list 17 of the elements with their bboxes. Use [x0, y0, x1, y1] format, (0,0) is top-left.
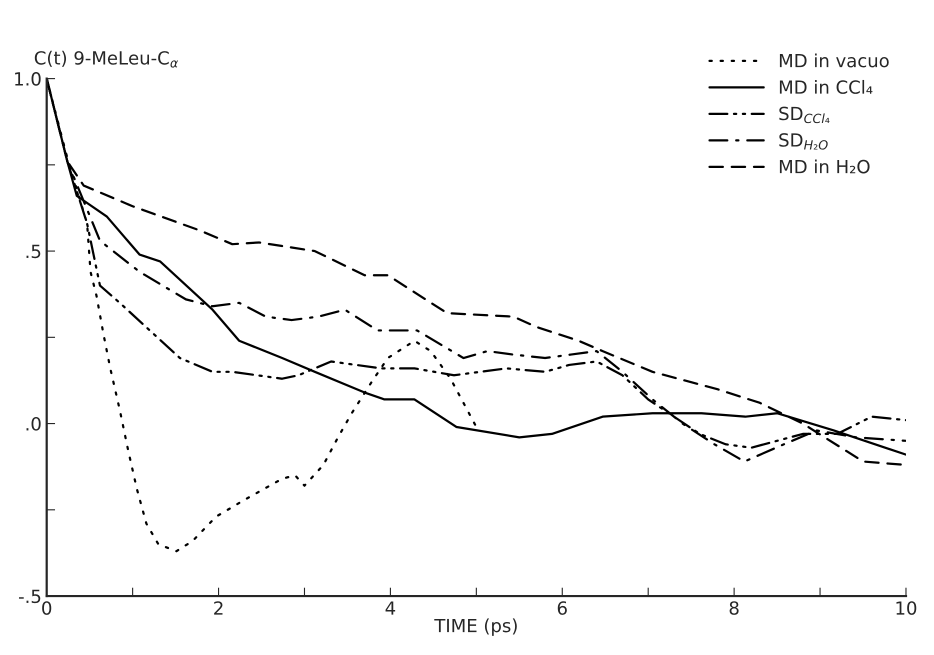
x-tick-label: 2 — [214, 601, 222, 615]
legend-label: SD$_{H₂O}$ — [779, 133, 828, 150]
x-tick-label: 6 — [558, 601, 567, 615]
legend-label: MD in vacuo — [780, 53, 889, 68]
x-tick-label: 4 — [386, 601, 396, 615]
x-tick-label: 10 — [896, 601, 916, 615]
legend-label: MD in H₂O — [780, 159, 870, 174]
y-tick-label: .0 — [26, 417, 41, 431]
legend-label: MD in CCl₄ — [780, 80, 872, 94]
x-tick-label: 8 — [730, 601, 739, 615]
x-axis-title: TIME (ps) — [434, 618, 517, 636]
y-axis-title: C(t) 9-MeLeu-C$_{α}$ — [34, 50, 178, 68]
y-tick-label: -.5 — [18, 590, 40, 604]
x-tick-label: 0 — [42, 601, 52, 615]
y-tick-label: .5 — [26, 244, 40, 258]
legend-label: SD$_{CCl₄}$ — [779, 106, 830, 124]
y-tick-label: 1.0 — [15, 72, 41, 86]
